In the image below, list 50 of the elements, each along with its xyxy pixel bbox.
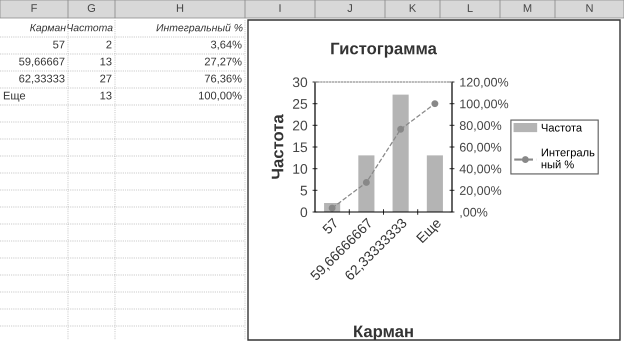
text: F <box>32 4 37 12</box>
text: Еще <box>4 92 26 102</box>
x-tick-label: Еще <box>416 218 444 246</box>
text: N <box>586 4 593 12</box>
y-tick-label: 10 <box>293 164 308 174</box>
y2-tick-label: ,00% <box>460 208 488 218</box>
bar <box>358 155 374 212</box>
text: 76,36% <box>204 74 242 84</box>
y-tick-label: 25 <box>292 99 308 109</box>
text: 27,27% <box>204 58 242 67</box>
text: 13 <box>100 58 112 66</box>
y2-tick-label: 40,00% <box>460 164 502 175</box>
text: G <box>88 4 95 12</box>
text: 62,33333 <box>19 74 65 84</box>
y2-tick-label: 100,00% <box>460 99 508 110</box>
point <box>362 178 370 186</box>
text: 2 <box>106 40 112 48</box>
text: 27 <box>100 74 112 82</box>
y-axis-title: Частота <box>272 114 284 179</box>
y-tick-label: 0 <box>300 207 308 218</box>
bar <box>392 94 409 212</box>
y-tick-label: 30 <box>292 77 308 88</box>
legend-label: Интегральный % <box>542 148 594 168</box>
y2-tick-label: 60,00% <box>460 142 502 154</box>
text: 59,66667 <box>19 58 64 67</box>
y2-tick-label: 80,00% <box>460 121 502 132</box>
text: 57 <box>53 40 64 48</box>
y2-tick-label: 120,00% <box>460 78 508 88</box>
y-tick-label: 20 <box>292 120 308 131</box>
text: Интегральный % <box>156 24 243 34</box>
text: J <box>347 4 352 12</box>
y2-tick-label: 20,00% <box>460 186 502 196</box>
text: I <box>279 4 281 12</box>
y-tick-label: 15 <box>293 142 308 152</box>
text: H <box>176 4 184 12</box>
text: 3,64% <box>210 40 242 50</box>
legend-label: Частота <box>542 124 582 132</box>
text: 100,00% <box>198 92 242 101</box>
text: Карман <box>30 24 66 34</box>
text: M <box>524 4 532 12</box>
chart-title: Гистограмма <box>331 42 437 58</box>
text: Частота <box>67 24 113 32</box>
text: L <box>468 4 473 12</box>
x-axis-title: Карман <box>354 326 413 341</box>
text: K <box>410 4 416 12</box>
y-tick-label: 5 <box>300 186 308 196</box>
text: 13 <box>100 92 112 100</box>
point <box>397 126 404 133</box>
point <box>431 100 438 108</box>
bar <box>426 155 443 212</box>
